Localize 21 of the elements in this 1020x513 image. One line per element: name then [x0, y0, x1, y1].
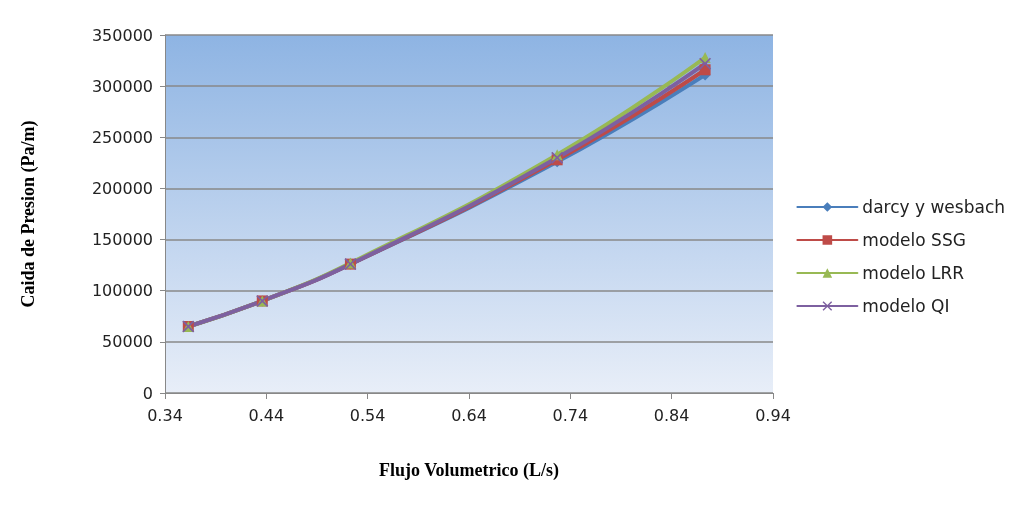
- y-axis-title: Caida de Presion (Pa/m): [18, 120, 39, 308]
- y-tick-label: 100000: [91, 281, 153, 301]
- x-tick-label: 0.84: [653, 405, 690, 425]
- y-tick-label: 250000: [91, 127, 153, 147]
- legend-label: modelo SSG: [862, 230, 966, 250]
- y-tick-label: 300000: [91, 76, 153, 96]
- x-tick-label: 0.54: [349, 405, 386, 425]
- x-tick-label: 0.74: [552, 405, 589, 425]
- legend-label: darcy y wesbach: [862, 197, 1006, 217]
- y-tick-label: 0: [142, 383, 153, 403]
- y-tick-label: 350000: [91, 25, 153, 45]
- x-axis-title: Flujo Volumetrico (L/s): [379, 460, 559, 481]
- x-tick-label: 0.94: [755, 405, 791, 425]
- y-tick-label: 150000: [91, 230, 153, 250]
- x-tick-label: 0.34: [147, 405, 183, 425]
- y-tick-label: 200000: [91, 178, 153, 198]
- x-tick-label: 0.64: [451, 405, 487, 425]
- x-tick-label: 0.44: [248, 405, 285, 425]
- legend-label: modelo LRR: [862, 263, 965, 283]
- legend-label: modelo QI: [862, 296, 950, 316]
- y-tick-label: 50000: [102, 332, 153, 352]
